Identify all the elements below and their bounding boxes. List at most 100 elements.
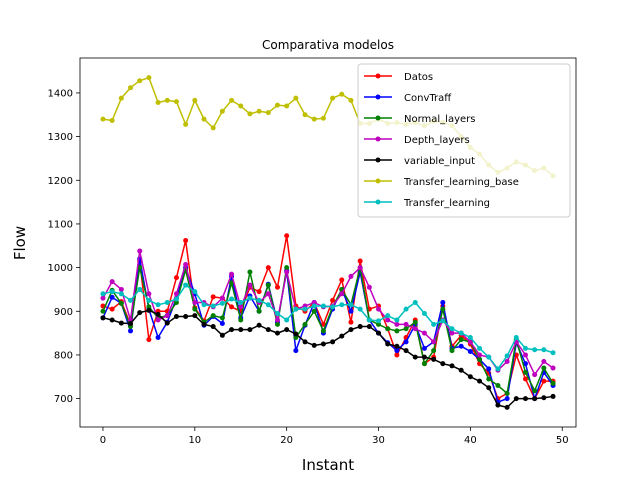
data-point — [293, 331, 299, 337]
data-point — [532, 396, 538, 402]
data-point — [109, 289, 115, 295]
legend: Datos ConvTraff Normal_layers Depth_layersv… — [357, 63, 571, 218]
data-point — [293, 306, 299, 312]
data-point — [183, 238, 189, 244]
data-point — [284, 327, 290, 333]
data-point — [247, 282, 253, 288]
data-point — [403, 339, 409, 345]
x-tick-label: 30 — [372, 435, 385, 446]
data-point — [486, 354, 492, 360]
data-point — [339, 333, 345, 339]
data-point — [550, 365, 556, 371]
data-point — [219, 332, 225, 338]
data-point — [247, 327, 253, 333]
y-tick-label: 1000 — [48, 263, 73, 274]
data-point — [421, 345, 427, 351]
data-point — [201, 321, 207, 327]
data-point — [357, 258, 363, 264]
x-tick-label: 50 — [556, 435, 569, 446]
data-point — [137, 248, 143, 254]
data-point — [192, 300, 198, 306]
data-point — [256, 322, 262, 328]
data-point — [210, 303, 216, 309]
data-point — [155, 100, 161, 106]
data-point — [219, 295, 225, 301]
data-point — [421, 361, 427, 367]
data-point — [137, 265, 143, 271]
data-point — [477, 345, 483, 351]
data-point — [192, 97, 198, 103]
data-point — [522, 369, 528, 375]
legend-label: variable_input — [404, 156, 475, 167]
data-point — [486, 385, 492, 391]
data-point — [265, 291, 271, 297]
data-point — [403, 326, 409, 332]
data-point — [164, 320, 170, 326]
data-point — [256, 308, 262, 314]
data-point — [458, 343, 464, 349]
data-point — [311, 342, 317, 348]
series-variable-input — [100, 307, 556, 410]
data-point — [229, 304, 235, 310]
data-point — [431, 356, 437, 362]
data-point — [431, 339, 437, 345]
data-point — [513, 396, 519, 402]
data-point — [128, 85, 134, 91]
data-point — [431, 348, 437, 354]
data-point — [219, 321, 225, 327]
data-point — [183, 314, 189, 320]
x-axis: 0 10 20 30 40 50 — [100, 427, 569, 446]
data-point — [504, 358, 510, 364]
data-point — [440, 318, 446, 324]
data-point — [118, 300, 124, 306]
data-point — [118, 95, 124, 101]
series-layer — [100, 75, 556, 410]
data-point — [274, 310, 280, 316]
data-point — [164, 313, 170, 319]
data-point — [118, 286, 124, 292]
data-point — [109, 306, 115, 312]
data-point — [403, 321, 409, 327]
data-point — [330, 304, 336, 310]
data-point — [504, 396, 510, 402]
data-point — [394, 343, 400, 349]
data-point — [274, 321, 280, 327]
data-point — [357, 324, 363, 330]
data-point — [173, 275, 179, 281]
data-point — [458, 337, 464, 343]
data-point — [394, 328, 400, 334]
data-point — [256, 289, 262, 295]
data-point — [274, 284, 280, 290]
data-point — [293, 95, 299, 101]
data-point — [302, 339, 308, 345]
data-point — [128, 321, 134, 327]
x-tick-label: 10 — [188, 435, 201, 446]
data-point — [100, 315, 106, 321]
data-point — [431, 321, 437, 327]
data-point — [155, 334, 161, 340]
data-point — [247, 111, 253, 117]
data-point — [183, 262, 189, 268]
data-point — [229, 327, 235, 333]
data-point — [265, 282, 271, 288]
data-point — [421, 354, 427, 360]
data-point — [302, 112, 308, 118]
data-point — [183, 121, 189, 127]
data-point — [486, 376, 492, 382]
data-point — [541, 365, 547, 371]
data-point — [311, 308, 317, 314]
data-point — [320, 341, 326, 347]
legend-swatch-marker — [375, 157, 381, 163]
x-axis-title: Instant — [302, 456, 354, 474]
legend-label: Transfer_learning_base — [403, 177, 519, 188]
data-point — [495, 383, 501, 389]
data-point — [164, 97, 170, 103]
data-point — [385, 326, 391, 332]
data-point — [550, 380, 556, 386]
data-point — [320, 115, 326, 121]
legend-label: Datos — [404, 72, 433, 83]
data-point — [274, 317, 280, 323]
data-point — [495, 366, 501, 372]
data-point — [394, 348, 400, 354]
